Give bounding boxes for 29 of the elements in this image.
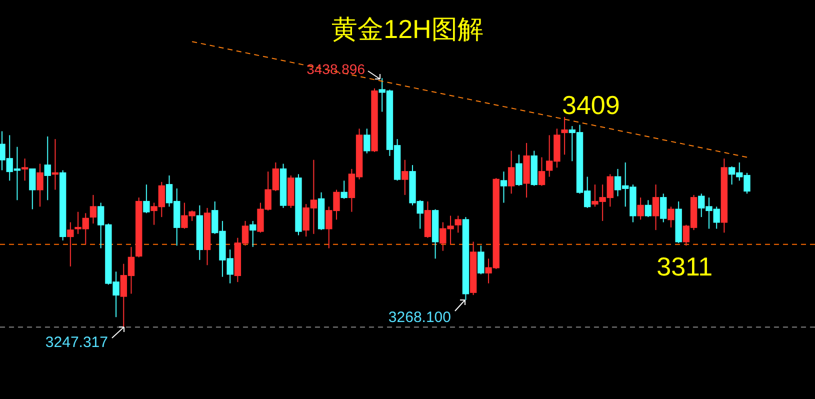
candlestick [637,197,644,220]
candlestick [67,222,74,267]
candlestick [500,171,508,204]
candlestick [538,156,546,186]
candlestick [454,215,462,234]
candlestick [44,136,51,201]
candlestick [250,220,256,248]
annotation: 3268.100 [388,309,451,326]
text: 黄金12H图解 [332,14,484,44]
candlestick [644,200,652,218]
annotation: 3247.317 [45,334,108,351]
candlestick [340,180,348,200]
candlestick [36,163,44,208]
candlestick [90,194,97,224]
candlestick [402,159,408,196]
candlestick [660,193,667,223]
ref-line-label: 3311 [656,251,713,282]
candlestick [561,116,568,156]
candlestick [516,154,522,186]
candlestick [478,245,484,275]
candlestick [52,138,59,190]
candlestick [508,150,515,194]
candlestick [652,184,660,231]
candlestick [29,168,36,210]
candlestick [143,184,150,214]
candlestick [668,206,674,228]
candlestick [364,128,370,154]
annotation: 3409 [562,90,620,120]
candlestick [21,158,28,182]
